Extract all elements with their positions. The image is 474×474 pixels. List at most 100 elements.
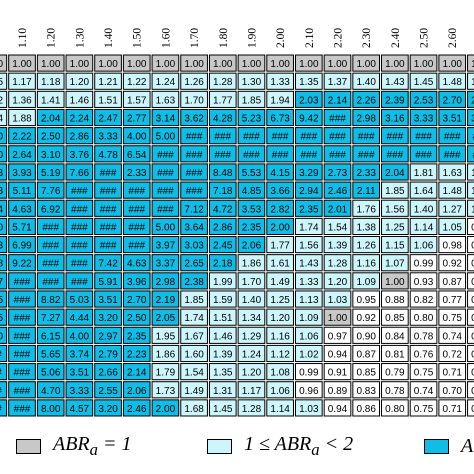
cell-value: 1.85 bbox=[184, 295, 204, 306]
cell-value: 4.63 bbox=[12, 204, 32, 215]
heatmap-cell bbox=[409, 290, 438, 308]
heatmap-cell bbox=[208, 217, 237, 236]
cell-value: 1.00 bbox=[270, 59, 290, 70]
heatmap-cell bbox=[237, 72, 266, 90]
heatmap-cell bbox=[237, 290, 266, 308]
heatmap-cell bbox=[65, 326, 94, 344]
heatmap-cell bbox=[122, 308, 151, 326]
cell-value: 1.20 bbox=[242, 368, 262, 379]
cell-value: 1.43 bbox=[299, 259, 319, 270]
heatmap-cell bbox=[0, 363, 8, 381]
heatmap-cell bbox=[352, 145, 381, 163]
heatmap-cell bbox=[323, 54, 352, 72]
heatmap-cell bbox=[467, 254, 474, 272]
heatmap-cell bbox=[8, 108, 36, 127]
heatmap-cell bbox=[467, 290, 474, 308]
heatmap-cell bbox=[36, 290, 65, 308]
cell-value: 0.95 bbox=[356, 295, 376, 306]
heatmap-cell bbox=[180, 308, 208, 326]
heatmap-cell bbox=[438, 145, 467, 163]
cell-value: 8.82 bbox=[41, 295, 61, 306]
column-header: 1.40 bbox=[103, 28, 115, 48]
heatmap-cell bbox=[294, 127, 323, 145]
heatmap-cell bbox=[294, 181, 323, 199]
cell-value: ### bbox=[100, 241, 117, 252]
heatmap-cell bbox=[65, 363, 94, 381]
cell-value: 1.61 bbox=[270, 259, 290, 270]
legend-item-high: A bbox=[424, 430, 473, 462]
cell-value: 3.93 bbox=[12, 168, 32, 179]
heatmap-cell bbox=[94, 344, 122, 363]
heatmap-cell bbox=[438, 344, 467, 363]
heatmap-cell bbox=[438, 326, 467, 344]
cell-value: 2.01 bbox=[328, 204, 348, 215]
cell-value: ### bbox=[71, 186, 88, 197]
heatmap-cell bbox=[266, 363, 294, 381]
heatmap-cell bbox=[122, 290, 151, 308]
heatmap-cell bbox=[352, 363, 381, 381]
cell-value: 1.00 bbox=[242, 59, 262, 70]
cell-value: 2.33 bbox=[127, 168, 147, 179]
heatmap-cell bbox=[65, 181, 94, 199]
heatmap-cell bbox=[36, 163, 65, 181]
cell-value: 4.63 bbox=[127, 259, 147, 270]
heatmap-cell bbox=[151, 199, 180, 217]
heatmap-cell bbox=[237, 90, 266, 108]
cell-value: 2.77 bbox=[127, 114, 147, 125]
heatmap-cell bbox=[8, 54, 36, 72]
cell-value: 1.49 bbox=[471, 168, 474, 179]
cell-value: 1.28 bbox=[242, 404, 262, 415]
legend-label-high: A bbox=[461, 434, 474, 457]
heatmap-cell bbox=[8, 199, 36, 217]
cell-value: 1.35 bbox=[299, 77, 319, 88]
cell-value: 0.87 bbox=[442, 277, 462, 288]
cell-value: 3.76 bbox=[70, 150, 90, 161]
cell-value: 0.89 bbox=[328, 386, 348, 397]
heatmap-cell bbox=[122, 363, 151, 381]
cell-value: 2.82 bbox=[270, 204, 290, 215]
heatmap-cell bbox=[36, 272, 65, 290]
heatmap-cell bbox=[0, 108, 8, 127]
cell-value: 1.99 bbox=[213, 277, 233, 288]
heatmap-cell bbox=[409, 54, 438, 72]
cell-value: 5.88 bbox=[0, 259, 4, 270]
cell-value: 5.19 bbox=[41, 168, 61, 179]
heatmap-cell bbox=[381, 181, 409, 199]
cell-value: 0.85 bbox=[385, 313, 405, 324]
column-header: 2.20 bbox=[333, 28, 345, 48]
heatmap-cell bbox=[36, 344, 65, 363]
heatmap-cell bbox=[237, 199, 266, 217]
cell-value: ### bbox=[100, 204, 117, 215]
column-header: 2.40 bbox=[390, 28, 402, 48]
heatmap-cell bbox=[180, 236, 208, 254]
heatmap-cell bbox=[352, 290, 381, 308]
cell-value: 2.14 bbox=[328, 95, 348, 106]
cell-value: 1.00 bbox=[0, 59, 4, 70]
heatmap-cell bbox=[381, 217, 409, 236]
heatmap-cell bbox=[8, 127, 36, 145]
heatmap-cell bbox=[208, 381, 237, 399]
heatmap-cell bbox=[438, 290, 467, 308]
heatmap-cell bbox=[266, 236, 294, 254]
cell-value: 0.94 bbox=[328, 404, 348, 415]
heatmap-cell bbox=[438, 163, 467, 181]
cell-value: 1.00 bbox=[184, 59, 204, 70]
heatmap-cell bbox=[467, 217, 474, 236]
cell-value: 5.65 bbox=[41, 349, 61, 360]
cell-value: ### bbox=[214, 150, 231, 161]
heatmap-cell bbox=[122, 254, 151, 272]
heatmap-cell bbox=[94, 127, 122, 145]
cell-value: 2.86 bbox=[70, 132, 90, 143]
cell-value: 0.75 bbox=[414, 368, 434, 379]
heatmap-cell bbox=[266, 217, 294, 236]
cell-value: 1.14 bbox=[270, 404, 290, 415]
cell-value: 1.49 bbox=[270, 277, 290, 288]
heatmap-cell bbox=[65, 54, 94, 72]
cell-value: 9.22 bbox=[12, 259, 32, 270]
heatmap-cell bbox=[409, 381, 438, 399]
cell-value: 2.47 bbox=[98, 114, 118, 125]
heatmap-cell bbox=[294, 399, 323, 417]
heatmap-cell bbox=[409, 344, 438, 363]
heatmap-cell bbox=[208, 72, 237, 90]
